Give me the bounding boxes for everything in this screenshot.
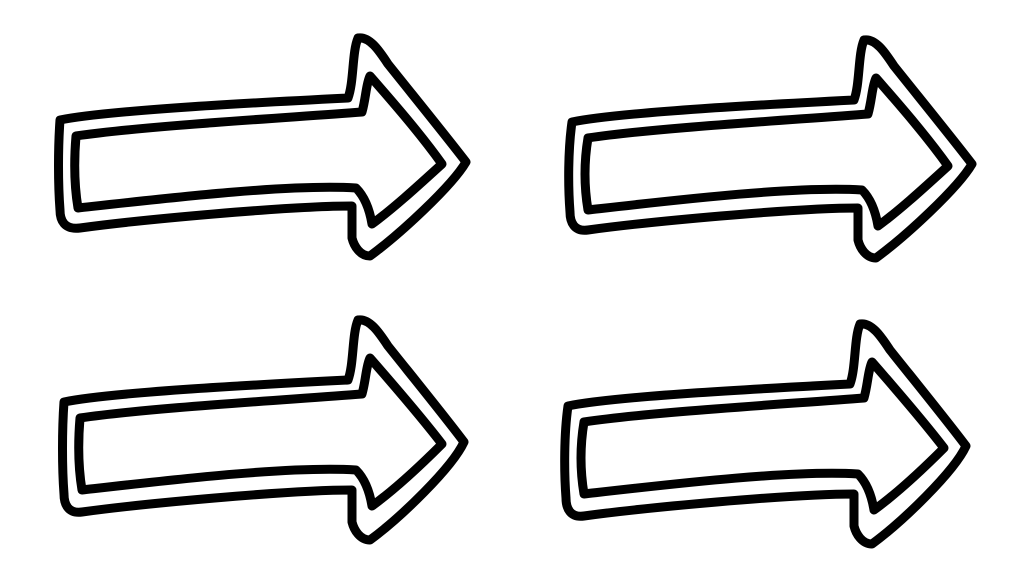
right-arrow-icon: [558, 314, 988, 564]
arrow-outline-drawing: [564, 35, 977, 263]
arrow-outline-drawing: [560, 319, 971, 549]
right-arrow-icon: [52, 310, 482, 560]
arrow-outline-drawing: [54, 33, 471, 261]
arrow-outline-drawing: [58, 315, 469, 545]
right-arrow-icon: [562, 28, 992, 278]
right-arrow-icon: [48, 24, 478, 274]
